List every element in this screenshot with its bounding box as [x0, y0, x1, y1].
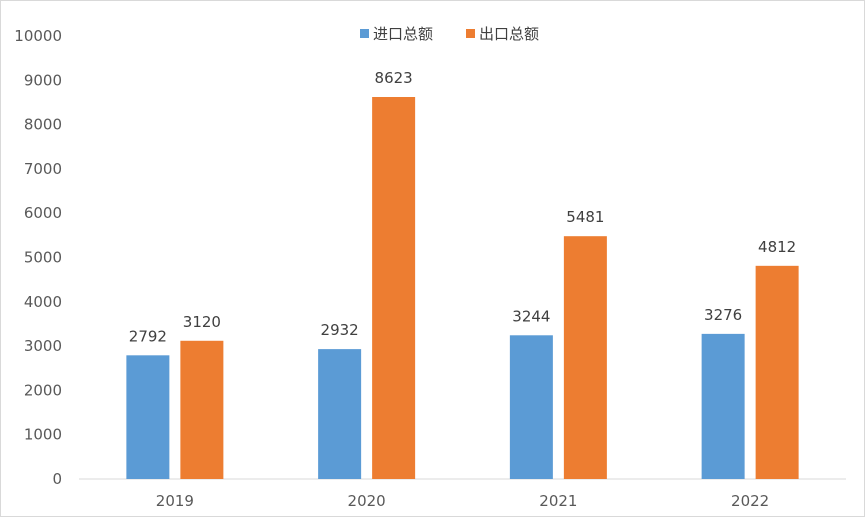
bar-import-2019: [126, 355, 170, 479]
x-axis-ticks: 2019 2020 2021 2022: [156, 492, 769, 510]
data-label-export-2022: 4812: [758, 238, 796, 256]
x-tick-label: 2020: [348, 492, 386, 510]
legend-swatch-import: [360, 29, 369, 38]
data-labels: 2792 3120 2932 8623 3244 5481 3276 4812: [129, 69, 796, 345]
y-tick-label: 1000: [24, 426, 62, 444]
legend-label-import: 进口总额: [373, 25, 433, 43]
data-label-import-2022: 3276: [704, 306, 742, 324]
y-tick-label: 8000: [24, 116, 62, 134]
data-label-import-2019: 2792: [129, 327, 167, 345]
data-label-export-2020: 8623: [375, 69, 413, 87]
data-label-export-2021: 5481: [566, 208, 604, 226]
bar-export-2021: [563, 236, 607, 479]
x-tick-label: 2021: [539, 492, 577, 510]
y-tick-label: 10000: [14, 27, 62, 45]
bars-group: [126, 97, 799, 479]
bar-import-2020: [318, 349, 362, 479]
y-tick-label: 3000: [24, 337, 62, 355]
x-tick-label: 2022: [731, 492, 769, 510]
y-tick-label: 5000: [24, 249, 62, 267]
y-tick-label: 6000: [24, 204, 62, 222]
bar-import-2022: [701, 333, 745, 479]
y-tick-label: 4000: [24, 293, 62, 311]
y-tick-label: 2000: [24, 381, 62, 399]
y-tick-label: 9000: [24, 71, 62, 89]
legend-swatch-export: [466, 29, 475, 38]
data-label-import-2021: 3244: [512, 307, 550, 325]
legend: 进口总额 出口总额: [360, 25, 539, 43]
bar-import-2021: [509, 335, 553, 479]
data-label-export-2019: 3120: [183, 313, 221, 331]
data-label-import-2020: 2932: [321, 321, 359, 339]
bar-export-2022: [755, 265, 799, 479]
x-tick-label: 2019: [156, 492, 194, 510]
bar-export-2019: [180, 340, 224, 479]
y-tick-label: 7000: [24, 160, 62, 178]
y-tick-label: 0: [52, 470, 62, 488]
bar-export-2020: [372, 97, 416, 479]
legend-label-export: 出口总额: [479, 25, 539, 43]
y-axis-ticks: 0 1000 2000 3000 4000 5000 6000 7000 8000 9000 100…: [14, 27, 62, 488]
